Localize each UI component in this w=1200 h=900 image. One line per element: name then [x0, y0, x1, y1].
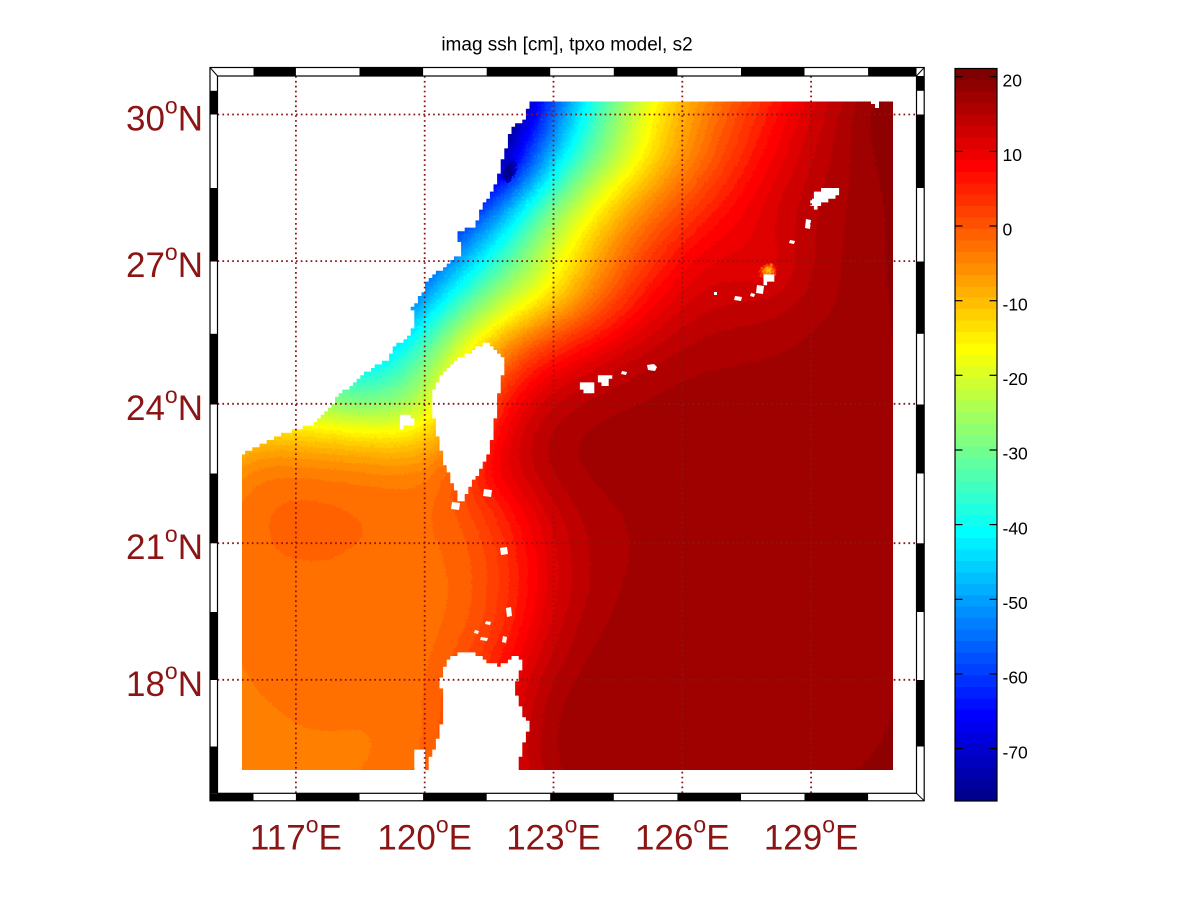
- svg-text:-20: -20: [1003, 369, 1029, 389]
- svg-text:-60: -60: [1003, 668, 1029, 688]
- svg-text:126oE: 126oE: [635, 812, 730, 858]
- svg-text:27oN: 27oN: [126, 239, 203, 285]
- svg-text:129oE: 129oE: [764, 812, 859, 858]
- svg-text:120oE: 120oE: [377, 812, 472, 858]
- svg-text:-30: -30: [1003, 444, 1029, 464]
- svg-text:10: 10: [1003, 145, 1023, 165]
- svg-text:-50: -50: [1003, 593, 1029, 613]
- svg-text:-40: -40: [1003, 518, 1029, 538]
- svg-text:18oN: 18oN: [126, 658, 203, 704]
- svg-text:-10: -10: [1003, 294, 1029, 314]
- svg-text:0: 0: [1003, 220, 1013, 240]
- svg-text:30oN: 30oN: [126, 93, 203, 139]
- svg-text:117oE: 117oE: [250, 812, 342, 858]
- svg-text:21oN: 21oN: [126, 521, 203, 567]
- svg-text:123oE: 123oE: [506, 812, 601, 858]
- svg-text:24oN: 24oN: [126, 382, 203, 428]
- svg-text:20: 20: [1003, 70, 1023, 90]
- svg-text:-70: -70: [1003, 742, 1029, 762]
- svg-text:imag ssh [cm], tpxo model, s2: imag ssh [cm], tpxo model, s2: [441, 35, 692, 56]
